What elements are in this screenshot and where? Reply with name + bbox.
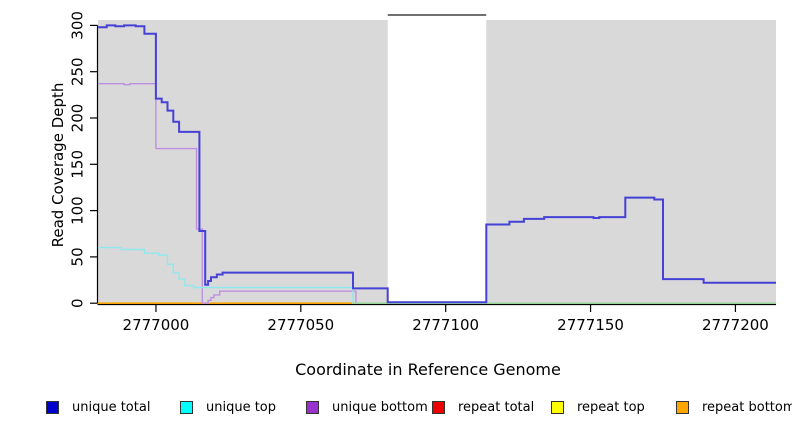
legend-label: repeat bottom: [702, 399, 792, 415]
legend-label: unique bottom: [332, 399, 428, 415]
legend-label: repeat total: [458, 399, 535, 415]
legend-swatch-icon: [306, 400, 319, 414]
series-line-unique-top: [98, 246, 776, 304]
legend-label: repeat top: [577, 399, 645, 415]
y-tick-label: 100: [69, 196, 87, 225]
y-tick-label: 150: [69, 150, 87, 179]
y-axis-title: Read Coverage Depth: [49, 82, 67, 248]
series-line-unique-total: [98, 24, 776, 304]
legend-swatch-icon: [551, 400, 564, 414]
legend-swatch-icon: [180, 400, 193, 414]
panel-background-right: [486, 20, 776, 304]
x-tick-label: 2777000: [123, 316, 190, 334]
y-tick-label: 300: [69, 11, 87, 40]
legend-label: unique total: [72, 399, 151, 415]
legend-swatch-icon: [46, 400, 59, 414]
legend-item-unique-total: unique total: [46, 398, 150, 416]
y-tick-label: 0: [69, 298, 87, 308]
x-tick-label: 2777100: [412, 316, 479, 334]
x-axis-title: Coordinate in Reference Genome: [295, 360, 561, 379]
x-tick-label: 2777050: [267, 316, 334, 334]
legend-swatch-icon: [676, 400, 689, 414]
x-tick-label: 2777200: [702, 316, 769, 334]
y-tick-label: 50: [69, 247, 87, 266]
y-tick-label: 200: [69, 104, 87, 133]
legend-item-unique-bottom: unique bottom: [306, 398, 428, 416]
legend-item-repeat-top: repeat top: [551, 398, 645, 416]
x-tick-label: 2777150: [557, 316, 624, 334]
y-tick-label: 250: [69, 57, 87, 86]
legend-label: unique top: [206, 399, 277, 415]
series-line-unique-bottom: [98, 83, 776, 304]
panel-background-left: [98, 20, 388, 304]
legend-item-unique-top: unique top: [180, 398, 276, 416]
legend-swatch-icon: [432, 400, 445, 414]
legend: unique total unique top unique bottom repea…: [0, 398, 792, 422]
legend-item-repeat-total: repeat total: [432, 398, 534, 416]
legend-item-repeat-bottom: repeat bottom: [676, 398, 792, 416]
